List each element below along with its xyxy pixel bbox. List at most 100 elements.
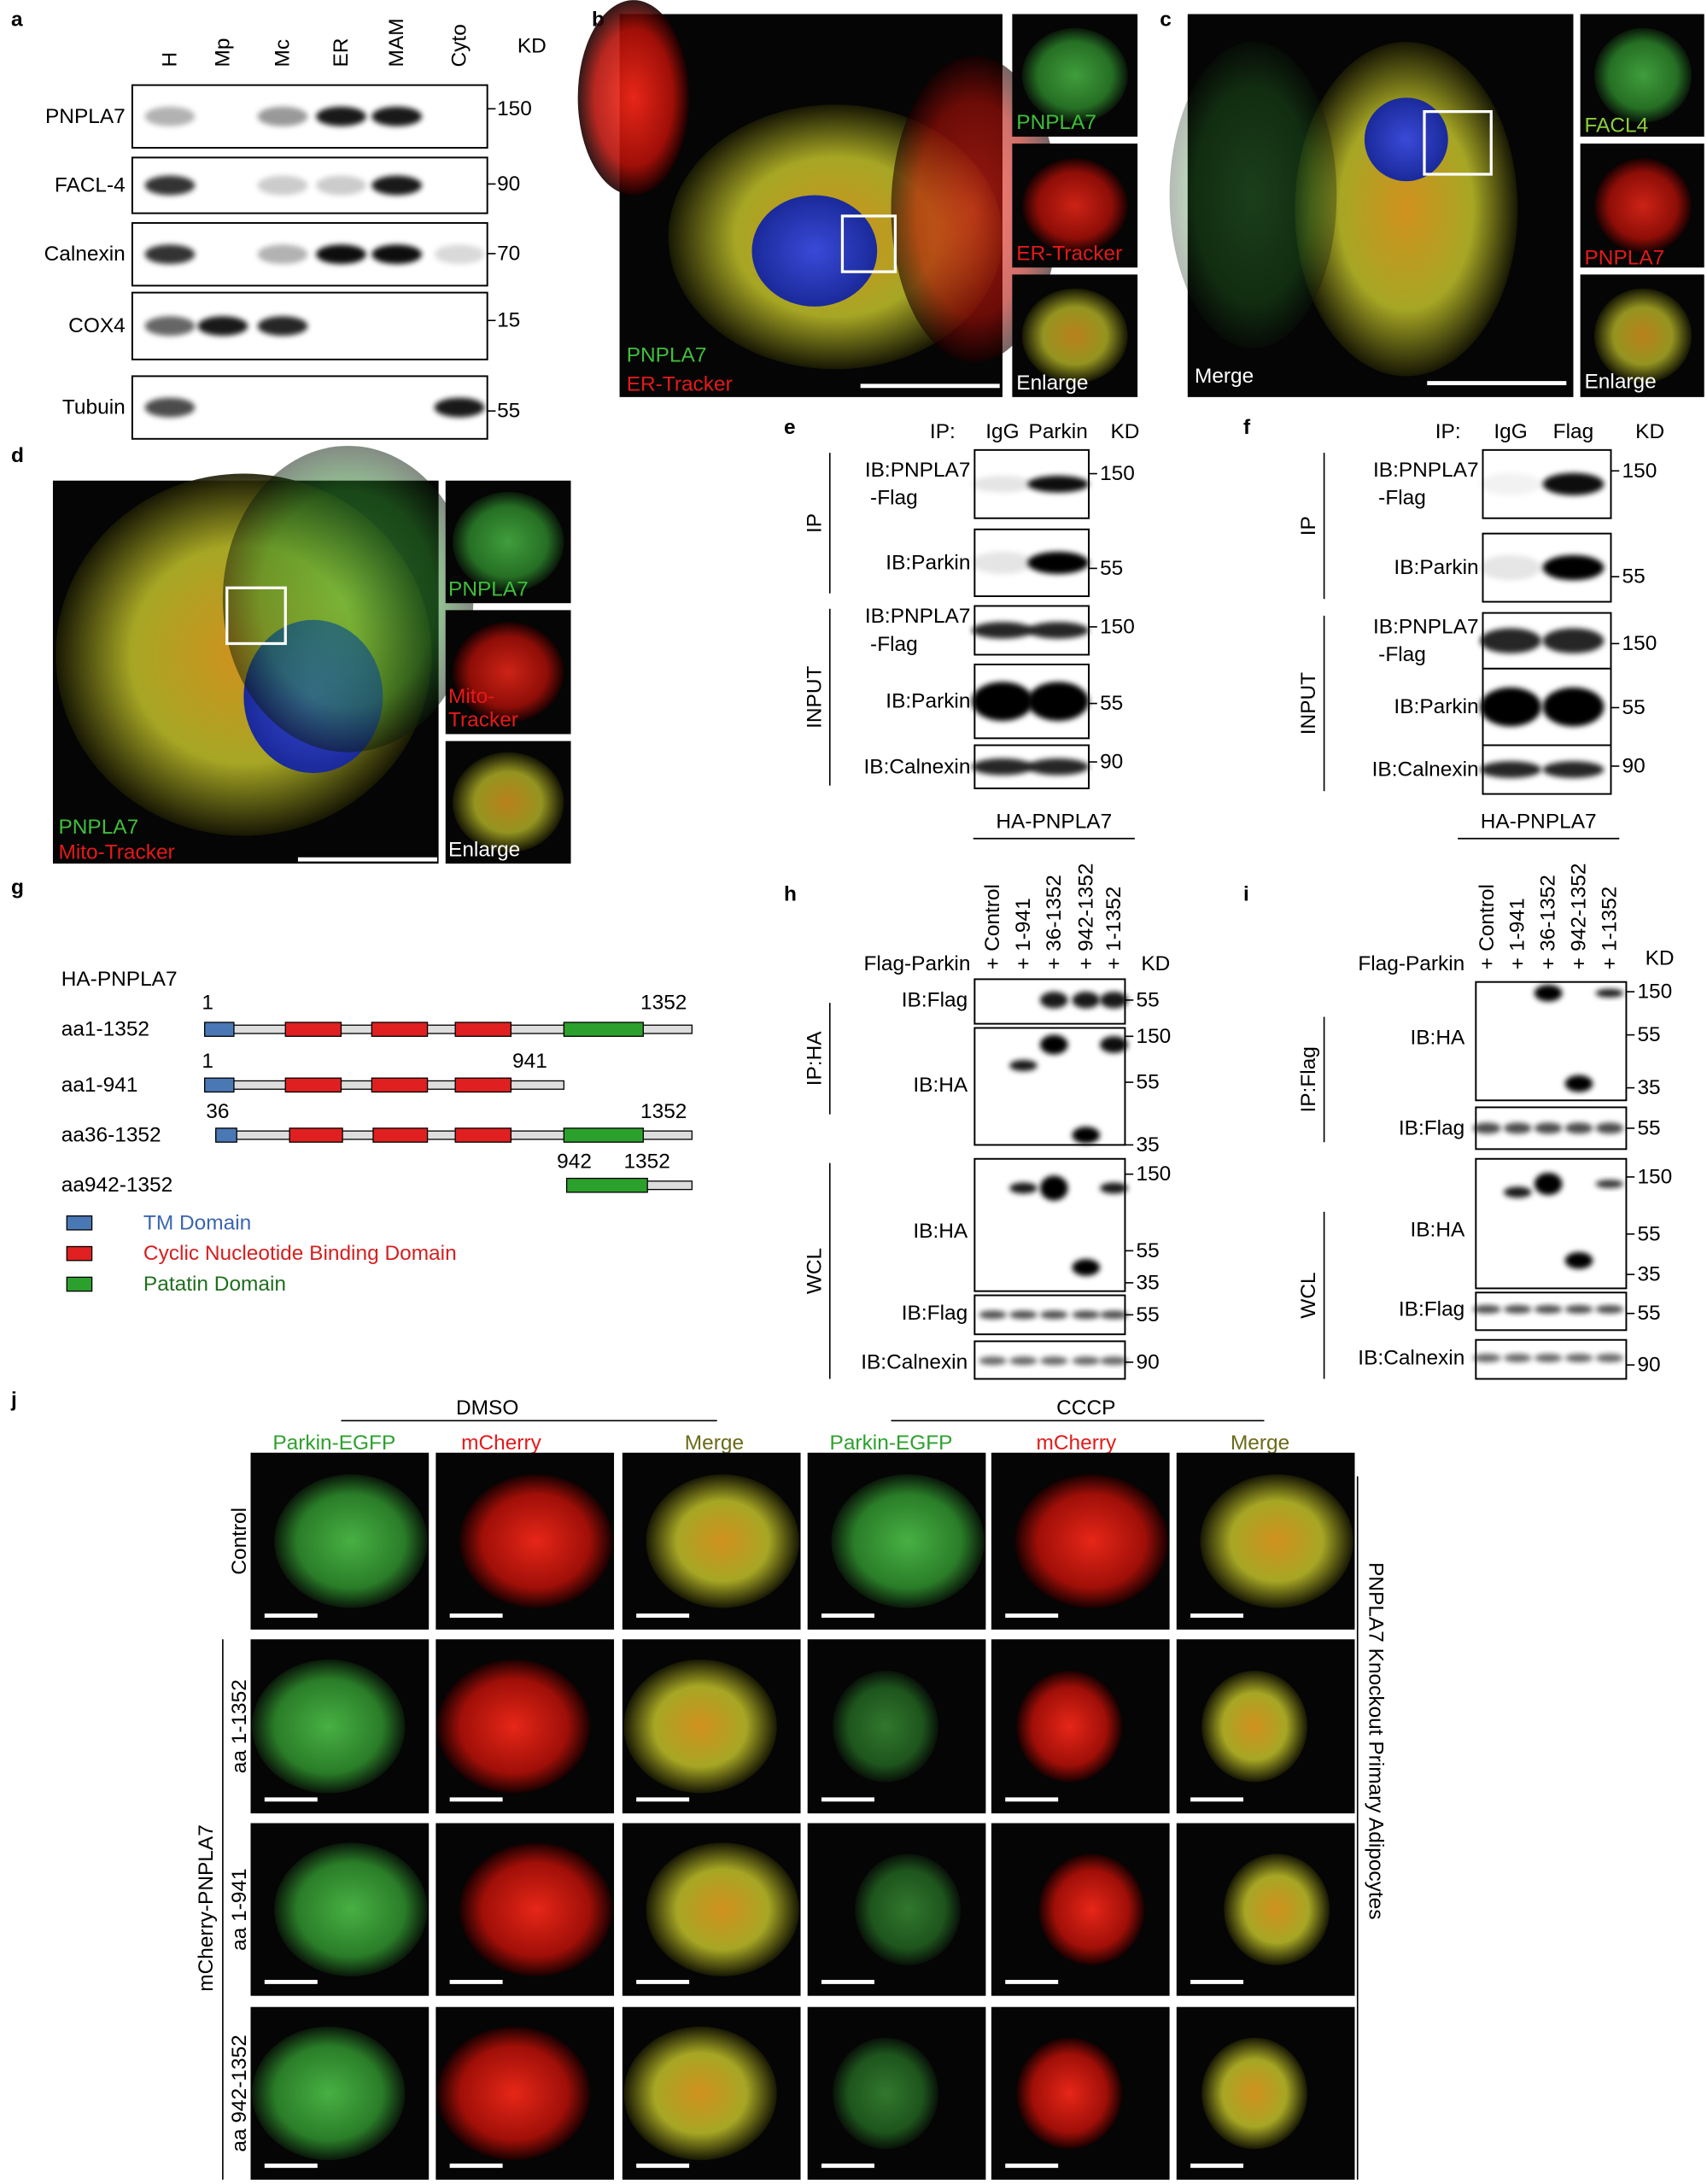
column-label: Merge bbox=[1231, 1432, 1289, 1455]
band bbox=[1473, 1354, 1501, 1362]
cell bbox=[833, 2037, 938, 2150]
aa-end: 1352 bbox=[623, 1151, 669, 1174]
legend-swatch bbox=[66, 1215, 93, 1231]
lane-label: Parkin bbox=[1029, 420, 1088, 443]
lane-label: 36-1352 bbox=[1043, 875, 1066, 951]
kd-label: 55 bbox=[1136, 1071, 1159, 1094]
lane-label: 1-1352 bbox=[1598, 887, 1621, 951]
kd-label: 55 bbox=[1622, 696, 1646, 719]
group-label: WCL bbox=[803, 1248, 826, 1294]
cell bbox=[646, 1474, 799, 1608]
band bbox=[257, 106, 308, 126]
cell bbox=[1224, 1853, 1330, 1965]
aa-start: 942 bbox=[557, 1151, 592, 1174]
row-label: Control bbox=[228, 1508, 251, 1575]
group-label: IP bbox=[803, 513, 826, 533]
kd-label: 55 bbox=[1136, 1239, 1159, 1262]
band bbox=[371, 175, 423, 196]
band bbox=[434, 244, 485, 265]
channel-label: Enlarge bbox=[1585, 370, 1657, 393]
band bbox=[1480, 687, 1541, 727]
domain bbox=[565, 1177, 648, 1193]
band bbox=[1564, 1074, 1593, 1092]
band bbox=[1595, 1304, 1624, 1314]
band bbox=[972, 551, 1033, 574]
kd-label: 35 bbox=[1637, 1076, 1660, 1099]
domain bbox=[454, 1077, 512, 1093]
band bbox=[1595, 1122, 1624, 1134]
construct-name: aa942-1352 bbox=[61, 1174, 172, 1197]
plus: + bbox=[1080, 952, 1092, 975]
band bbox=[1480, 628, 1541, 653]
group-label: INPUT bbox=[1297, 672, 1320, 735]
lane-label: Control bbox=[1476, 884, 1499, 951]
plus: + bbox=[1108, 952, 1119, 975]
band bbox=[1027, 622, 1090, 639]
band bbox=[1564, 1122, 1593, 1134]
band bbox=[1039, 1175, 1068, 1201]
kd-label: 55 bbox=[1637, 1023, 1660, 1046]
cell bbox=[623, 2026, 777, 2161]
kd-label: 150 bbox=[1136, 1025, 1171, 1048]
panel-label: g bbox=[11, 875, 24, 899]
legend-swatch bbox=[66, 1276, 93, 1292]
group-label: IP:Flag bbox=[1297, 1046, 1320, 1112]
kd-label: 150 bbox=[497, 97, 532, 120]
band bbox=[1072, 1259, 1101, 1276]
legend: ER-Tracker bbox=[627, 373, 733, 396]
kd-label: 150 bbox=[1622, 632, 1657, 655]
band bbox=[1039, 992, 1068, 1009]
cell bbox=[623, 1659, 777, 1794]
channel-label: ER-Tracker bbox=[1016, 242, 1122, 265]
band bbox=[1480, 761, 1541, 778]
band bbox=[1595, 1180, 1624, 1189]
lane-label: 36-1352 bbox=[1537, 875, 1560, 951]
band bbox=[1595, 1354, 1624, 1362]
kd-label: 150 bbox=[1637, 981, 1672, 1004]
cell bbox=[459, 1842, 613, 1976]
channel-label: Enlarge bbox=[1016, 372, 1088, 395]
kd-label: 150 bbox=[1637, 1165, 1672, 1188]
band bbox=[1534, 1354, 1563, 1362]
kd-label: 55 bbox=[1637, 1302, 1660, 1325]
panel-label: a bbox=[11, 9, 23, 32]
construct-name: aa36-1352 bbox=[61, 1124, 161, 1147]
cell bbox=[436, 2026, 591, 2161]
band bbox=[1027, 551, 1090, 574]
kd-label: 90 bbox=[1622, 754, 1646, 777]
cell bbox=[751, 195, 878, 307]
roi bbox=[1423, 109, 1493, 176]
column-label: Merge bbox=[685, 1432, 744, 1455]
kd-label: 55 bbox=[1136, 1303, 1159, 1326]
band bbox=[1100, 1182, 1128, 1194]
band bbox=[1072, 1127, 1101, 1144]
domain bbox=[371, 1077, 429, 1093]
row-label: IB:PNPLA7 bbox=[1373, 615, 1479, 638]
cell bbox=[1021, 27, 1128, 123]
row-label: IB:Calnexin bbox=[861, 1350, 967, 1373]
kd-label: 90 bbox=[1637, 1354, 1660, 1377]
cell bbox=[452, 752, 564, 853]
band bbox=[197, 316, 248, 337]
kd-header: KD bbox=[1110, 420, 1139, 443]
band bbox=[1473, 1122, 1501, 1134]
cell bbox=[1201, 2037, 1308, 2150]
band bbox=[1009, 1356, 1038, 1366]
band bbox=[1473, 1304, 1501, 1314]
band bbox=[257, 316, 308, 337]
lane-label: Mp bbox=[211, 38, 234, 67]
cell bbox=[1200, 1474, 1353, 1608]
lane-label: Cyto bbox=[448, 24, 471, 67]
panel-label: e bbox=[784, 416, 796, 439]
merge-label: Merge bbox=[1195, 365, 1254, 388]
row-label: aa 1-941 bbox=[228, 1868, 251, 1950]
channel-label: Enlarge bbox=[448, 838, 520, 861]
kd-label: 150 bbox=[1100, 462, 1135, 485]
legend: PNPLA7 bbox=[58, 816, 138, 839]
cell bbox=[1593, 27, 1692, 123]
row-label: -Flag bbox=[870, 633, 918, 656]
lane-header: HA-PNPLA7 bbox=[1481, 811, 1597, 834]
legend-swatch bbox=[66, 1245, 93, 1262]
plus: + bbox=[1048, 952, 1060, 975]
